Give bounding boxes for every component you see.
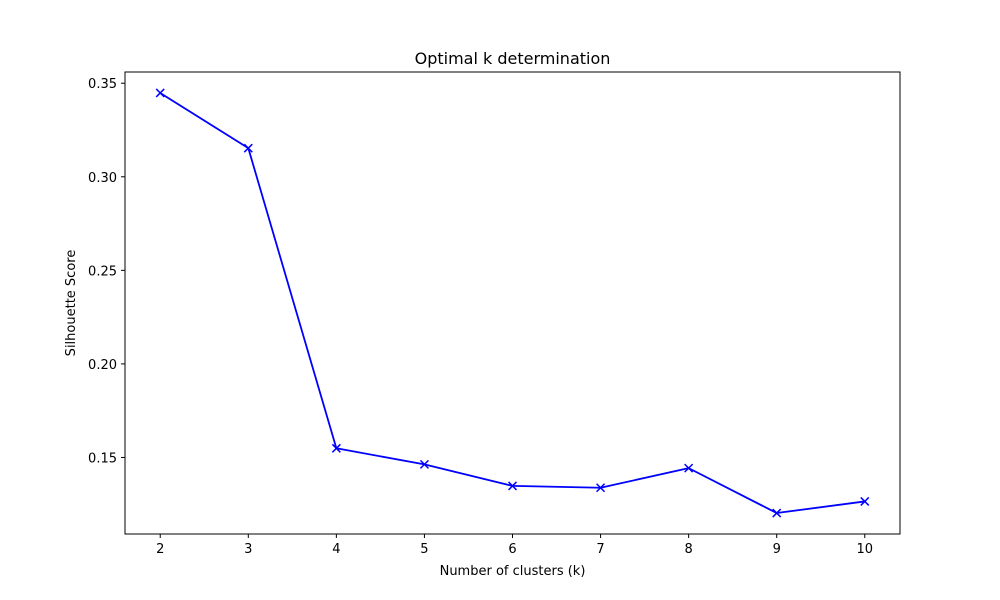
marker-stroke — [243, 143, 253, 153]
marker-stroke — [772, 508, 782, 518]
y-tick-label: 0.35 — [88, 77, 117, 92]
x-tick-label: 10 — [856, 542, 873, 557]
marker-stroke — [507, 481, 518, 491]
marker-stroke — [419, 459, 429, 469]
y-tick-label: 0.30 — [88, 171, 117, 186]
marker-stroke — [596, 483, 606, 493]
x-axis-label: Number of clusters (k) — [440, 564, 586, 579]
marker-stroke — [155, 88, 165, 98]
marker-stroke — [860, 496, 870, 506]
y-tick-label: 0.15 — [88, 451, 117, 466]
x-axis: 2 3 4 5 6 7 8 9 10 — [156, 534, 873, 557]
x-tick-label: 9 — [773, 542, 781, 557]
axes-frame — [124, 71, 901, 535]
data-point-marker — [155, 88, 165, 98]
data-point-marker — [507, 481, 518, 491]
x-tick-label: 7 — [596, 542, 604, 557]
y-axis-label: Silhouette Score — [64, 250, 79, 357]
marker-stroke — [684, 463, 694, 473]
x-tick-label: 8 — [684, 542, 692, 557]
y-tick-label: 0.20 — [88, 358, 117, 373]
x-tick-label: 5 — [420, 542, 428, 557]
x-tick-label: 2 — [156, 542, 164, 557]
chart-title: Optimal k determination — [415, 49, 611, 68]
data-point-marker — [772, 508, 782, 518]
data-point-marker — [860, 496, 870, 506]
data-point-marker — [243, 143, 253, 153]
x-tick-label: 4 — [332, 542, 340, 557]
y-tick-label: 0.25 — [88, 264, 117, 279]
marker-stroke — [331, 443, 341, 453]
data-point-marker — [419, 459, 429, 469]
data-point-marker — [596, 483, 606, 493]
plot-area — [155, 88, 870, 518]
data-point-marker — [684, 463, 694, 473]
x-tick-label: 6 — [508, 542, 516, 557]
x-tick-label: 3 — [244, 542, 252, 557]
y-axis: 0.15 0.20 0.25 0.30 0.35 — [88, 77, 125, 466]
data-point-marker — [331, 443, 341, 453]
